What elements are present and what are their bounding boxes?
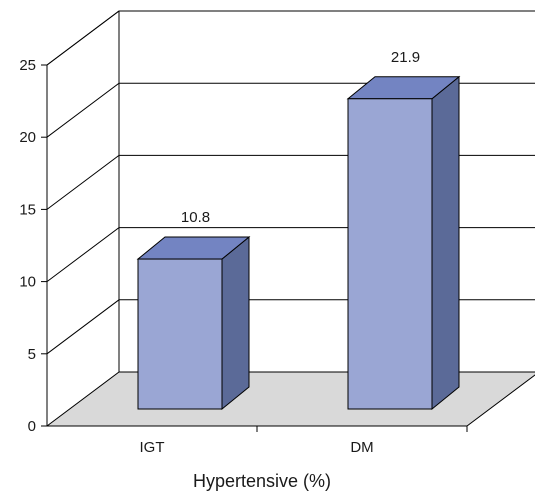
y-tick-label: 15 [19, 201, 36, 218]
bar-side [221, 235, 250, 411]
x-category-label: DM [350, 439, 373, 456]
x-category-label: IGT [140, 439, 165, 456]
data-label: 21.9 [391, 49, 420, 66]
gridline [46, 299, 535, 355]
y-tick-label: 5 [28, 346, 36, 363]
y-tick-label: 0 [28, 418, 36, 435]
bar-front [347, 98, 433, 410]
y-tick-label: 10 [19, 274, 36, 291]
bar-front [137, 258, 223, 410]
gridlines [46, 10, 535, 355]
bar-igt [136, 235, 251, 411]
data-label: 10.8 [181, 209, 210, 226]
y-tick-label: 25 [19, 57, 36, 74]
chart-floor [45, 371, 535, 427]
floor-plane [45, 371, 535, 427]
axes [41, 64, 468, 432]
labels: 0 5 10 15 20 25 10.8 IGT 21.9 DM [19, 49, 420, 456]
gridline [46, 10, 535, 66]
gridline [46, 227, 535, 283]
bar-side [431, 75, 460, 411]
y-tick-label: 20 [19, 129, 36, 146]
x-axis-title: Hypertensive (%) [193, 471, 331, 491]
bars [136, 75, 461, 411]
bar-dm [346, 75, 461, 411]
gridline [46, 154, 535, 210]
chart-back-wall [46, 10, 120, 426]
gridline [46, 82, 535, 138]
